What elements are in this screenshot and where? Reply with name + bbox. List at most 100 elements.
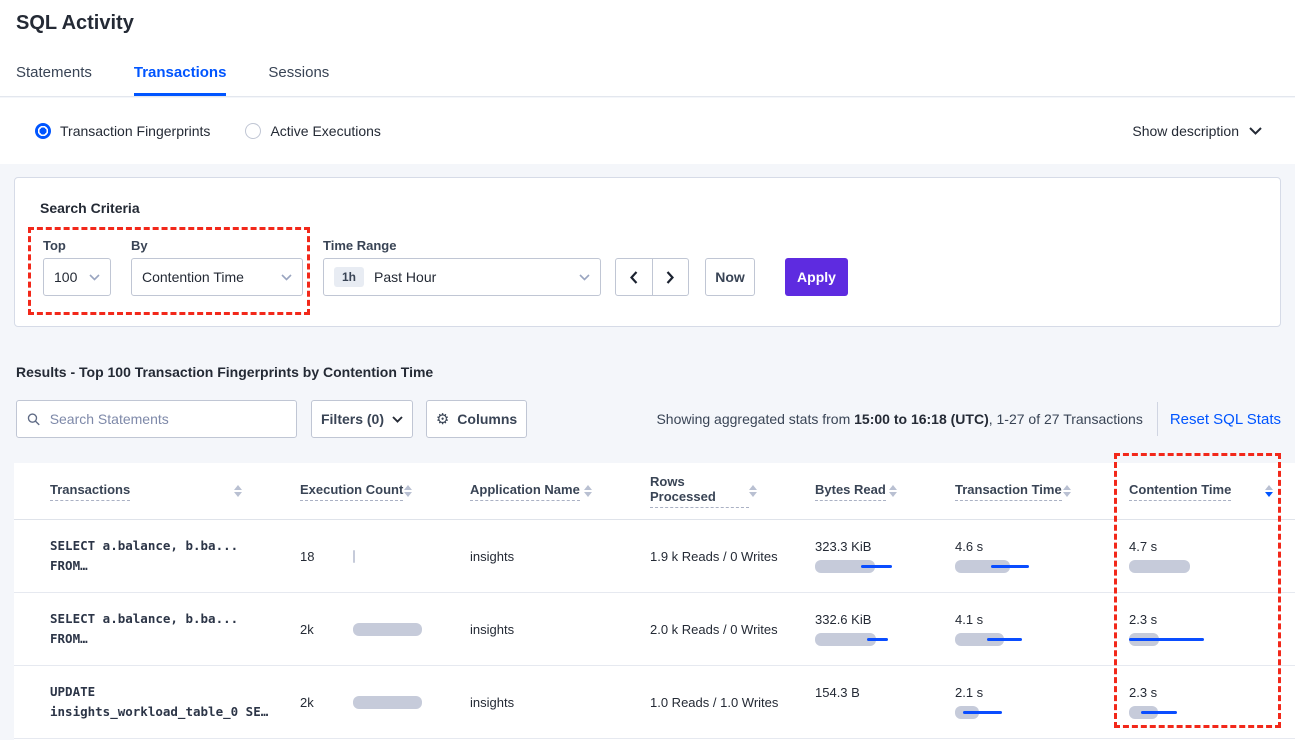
- contention-time-cell: 2.3 s: [1093, 593, 1295, 665]
- bytes-read-bar: [815, 633, 925, 646]
- chevron-down-icon: [1249, 127, 1262, 135]
- col-header-transaction-time[interactable]: Transaction Time: [919, 463, 1093, 519]
- time-range-value: Past Hour: [374, 269, 437, 285]
- radio-label: Transaction Fingerprints: [60, 123, 211, 139]
- show-description-toggle[interactable]: Show description: [1132, 123, 1262, 139]
- show-description-label: Show description: [1132, 123, 1239, 139]
- time-nav-group: [615, 258, 689, 296]
- results-heading: Results - Top 100 Transaction Fingerprin…: [16, 364, 434, 380]
- filters-button[interactable]: Filters (0): [311, 400, 413, 438]
- table-row: UPDATE insights_workload_table_0 SE… 2k …: [14, 666, 1295, 739]
- application-name-cell: insights: [470, 621, 515, 637]
- transaction-time-bar: [955, 706, 1065, 719]
- tab-sessions[interactable]: Sessions: [268, 64, 330, 81]
- sort-icon[interactable]: [1063, 485, 1071, 497]
- table-header-row: Transactions Execution Count Application…: [14, 463, 1295, 520]
- results-controls: Filters (0) ⚙ Columns Showing aggregated…: [0, 400, 1295, 438]
- execution-count-bar: [352, 622, 434, 636]
- radio-label: Active Executions: [270, 123, 381, 139]
- gear-icon: ⚙: [435, 409, 450, 428]
- search-icon: [27, 412, 40, 425]
- col-header-application-name[interactable]: Application Name: [434, 463, 614, 519]
- chevron-down-icon: [281, 273, 292, 281]
- transaction-fingerprint-cell[interactable]: UPDATE insights_workload_table_0 SE…: [50, 684, 269, 719]
- execution-count-cell: 2k: [264, 593, 434, 665]
- by-select[interactable]: Contention Time: [131, 258, 303, 296]
- now-button[interactable]: Now: [705, 258, 755, 296]
- chevron-right-icon: [666, 270, 675, 284]
- top-label: Top: [43, 238, 66, 253]
- col-header-transactions[interactable]: Transactions: [14, 463, 264, 519]
- application-name-cell: insights: [470, 694, 515, 710]
- execution-count-cell: 2k: [264, 666, 434, 738]
- contention-time-cell: 4.7 s: [1093, 520, 1295, 592]
- by-label: By: [131, 238, 148, 253]
- chevron-down-icon: [579, 273, 590, 281]
- contention-time-bar: [1129, 633, 1239, 646]
- columns-button[interactable]: ⚙ Columns: [426, 400, 527, 438]
- contention-time-cell: 2.3 s: [1093, 666, 1295, 738]
- top-select-value: 100: [54, 269, 78, 285]
- col-header-rows-processed[interactable]: Rows Processed: [614, 463, 779, 519]
- radio-selected-icon: [35, 123, 51, 139]
- rows-processed-cell: 1.9 k Reads / 0 Writes: [650, 548, 778, 564]
- execution-count-bar: [352, 695, 434, 709]
- sort-icon[interactable]: [889, 485, 897, 497]
- search-criteria-panel: Search Criteria Top 100 By Contention Ti…: [14, 177, 1281, 327]
- filters-label: Filters (0): [320, 411, 384, 427]
- sort-icon[interactable]: [584, 485, 592, 497]
- search-statements-input[interactable]: [49, 411, 286, 427]
- transaction-time-bar: [955, 560, 1065, 573]
- col-header-execution-count[interactable]: Execution Count: [264, 463, 434, 519]
- contention-time-bar: [1129, 706, 1239, 719]
- search-criteria-heading: Search Criteria: [40, 200, 140, 216]
- transaction-time-cell: 4.1 s: [919, 593, 1093, 665]
- transaction-fingerprint-cell[interactable]: SELECT a.balance, b.ba... FROM…: [50, 538, 239, 573]
- view-toggle-bar: Transaction Fingerprints Active Executio…: [0, 98, 1295, 164]
- transaction-fingerprint-cell[interactable]: SELECT a.balance, b.ba... FROM…: [50, 611, 239, 646]
- radio-active-executions[interactable]: Active Executions: [245, 123, 381, 139]
- rows-processed-cell: 2.0 k Reads / 0 Writes: [650, 621, 778, 637]
- col-header-contention-time[interactable]: Contention Time: [1093, 463, 1295, 519]
- prev-time-button[interactable]: [616, 259, 653, 295]
- bytes-read-bar: [815, 560, 925, 573]
- chevron-down-icon: [89, 273, 100, 281]
- time-range-label: Time Range: [323, 238, 397, 253]
- search-statements-box[interactable]: [16, 400, 297, 438]
- top-bar: SQL Activity Statements Transactions Ses…: [0, 0, 1295, 97]
- reset-sql-stats-link[interactable]: Reset SQL Stats: [1169, 410, 1281, 428]
- radio-transaction-fingerprints[interactable]: Transaction Fingerprints: [35, 123, 210, 139]
- transaction-time-cell: 2.1 s: [919, 666, 1093, 738]
- sort-icon[interactable]: [234, 485, 242, 497]
- sort-icon[interactable]: [404, 485, 412, 497]
- contention-time-bar: [1129, 560, 1239, 573]
- apply-button[interactable]: Apply: [785, 258, 848, 296]
- chevron-left-icon: [629, 270, 638, 284]
- rows-processed-cell: 1.0 Reads / 1.0 Writes: [650, 694, 779, 710]
- sort-icon[interactable]: [749, 485, 757, 497]
- bytes-read-cell: 332.6 KiB: [779, 593, 919, 665]
- top-select[interactable]: 100: [43, 258, 111, 296]
- execution-count-bar: [352, 549, 434, 563]
- tab-transactions[interactable]: Transactions: [133, 64, 227, 96]
- columns-label: Columns: [457, 411, 518, 427]
- bytes-read-cell: 154.3 B: [815, 685, 860, 700]
- by-select-value: Contention Time: [142, 269, 244, 285]
- application-name-cell: insights: [470, 548, 515, 564]
- table-row: SELECT a.balance, b.ba... FROM… 18 insig…: [14, 520, 1295, 593]
- transaction-time-bar: [955, 633, 1065, 646]
- table-row: SELECT a.balance, b.ba... FROM… 2k insig…: [14, 593, 1295, 666]
- execution-count-cell: 18: [264, 520, 434, 592]
- col-header-bytes-read[interactable]: Bytes Read: [779, 463, 919, 519]
- tab-statements[interactable]: Statements: [16, 64, 92, 81]
- next-time-button[interactable]: [653, 259, 689, 295]
- stats-area: Showing aggregated stats from 15:00 to 1…: [656, 400, 1281, 438]
- chevron-down-icon: [392, 415, 403, 423]
- time-range-select[interactable]: 1h Past Hour: [323, 258, 601, 296]
- tab-bar: Statements Transactions Sessions: [16, 64, 329, 96]
- radio-unselected-icon: [245, 123, 262, 139]
- page-title: SQL Activity: [16, 12, 134, 34]
- sort-icon-active-desc[interactable]: [1265, 485, 1273, 497]
- bytes-read-cell: 323.3 KiB: [779, 520, 919, 592]
